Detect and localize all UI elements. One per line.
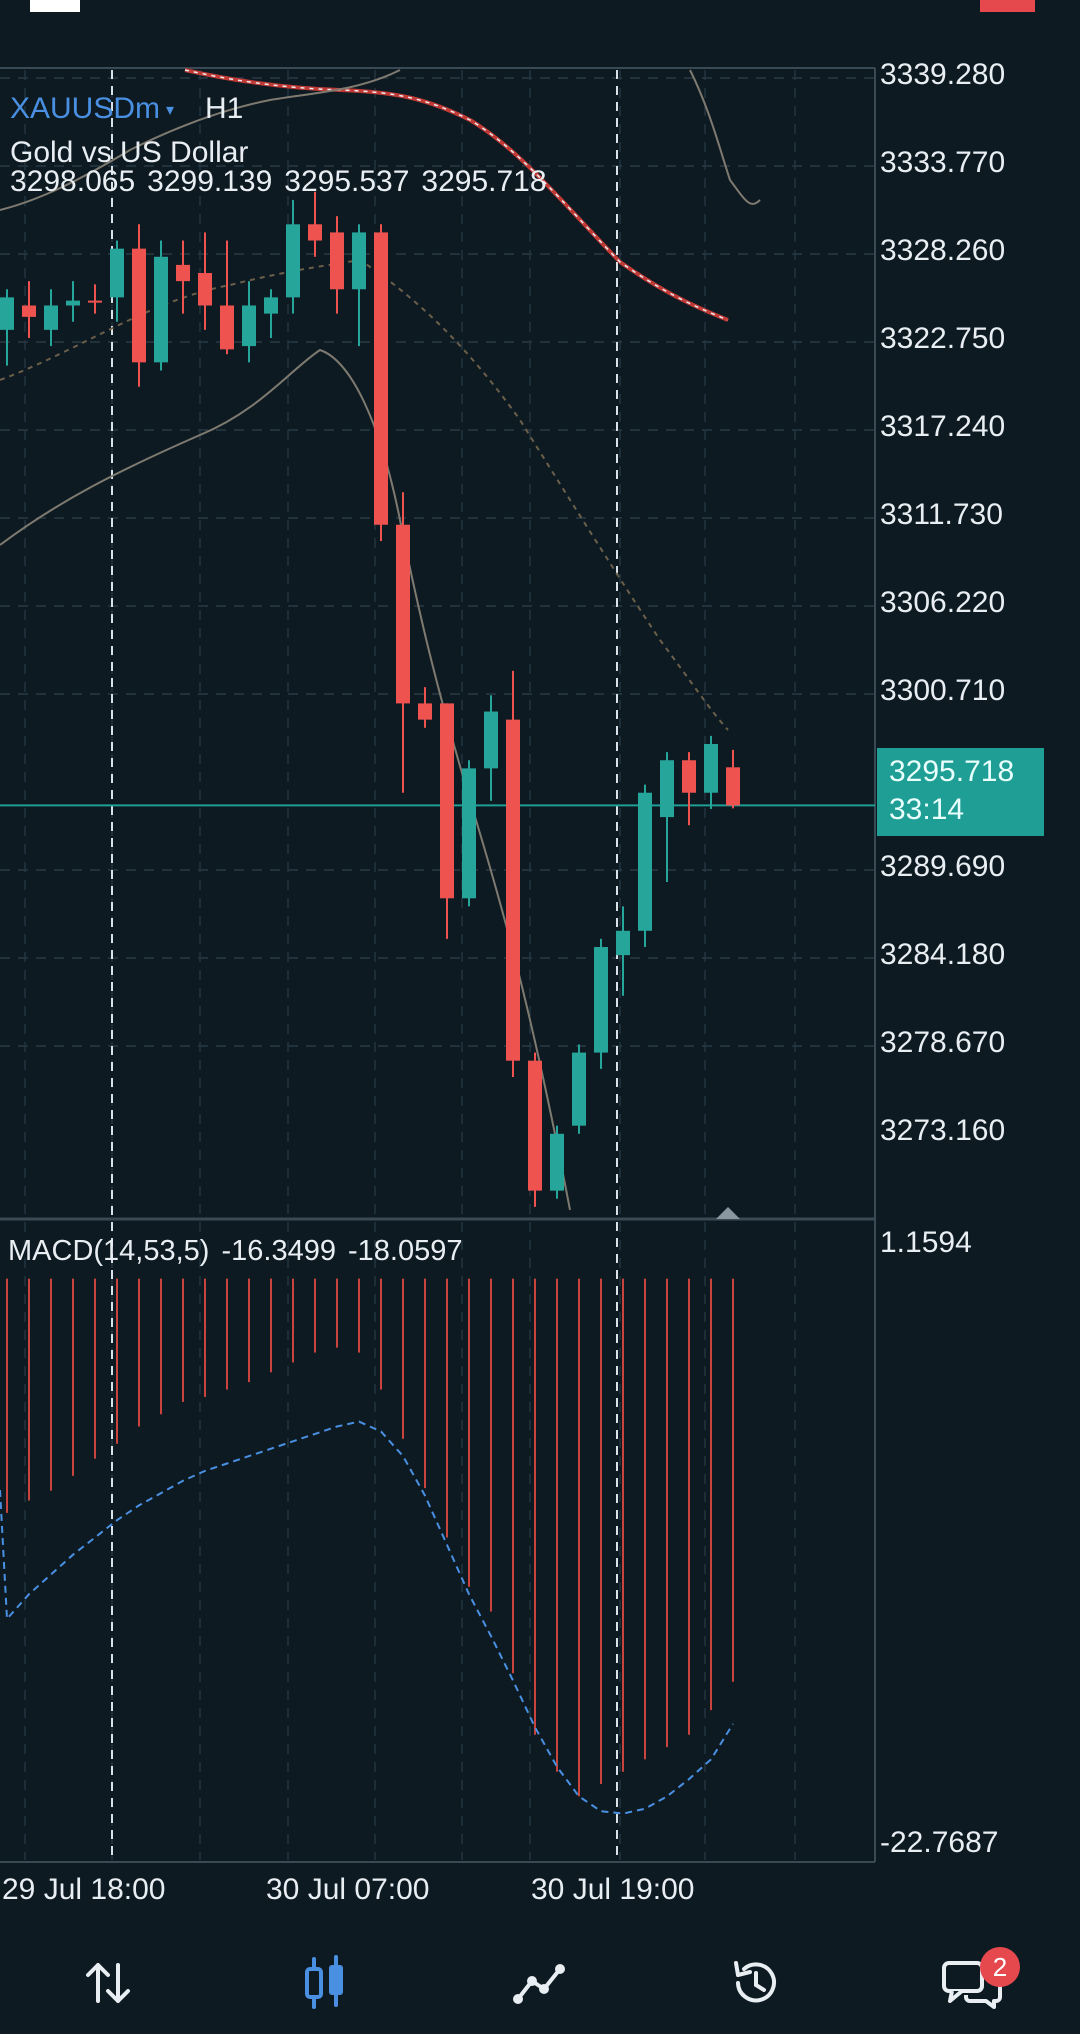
price-axis-label: 3339.280	[880, 58, 1006, 91]
candle-body	[242, 305, 256, 347]
candle-body	[528, 1060, 542, 1191]
candle-body	[264, 297, 278, 314]
lower-band-line	[0, 348, 571, 1211]
candle-body	[352, 232, 366, 290]
candle-body	[572, 1052, 586, 1126]
candle-body	[440, 703, 454, 899]
candle-body	[110, 248, 124, 298]
macd-signal-line	[0, 1420, 734, 1815]
dropdown-arrow-icon[interactable]: ▾	[166, 102, 175, 120]
macd-layer	[0, 1278, 734, 1815]
upper-band-dots	[184, 69, 729, 321]
macd-axis-top: 1.1594	[880, 1226, 972, 1259]
price-axis-label: 3333.770	[880, 146, 1006, 179]
nav-messages[interactable]: 2	[932, 1947, 1020, 2015]
toolbar-fragment-right[interactable]	[980, 0, 1035, 12]
price-axis-label: 3311.730	[880, 498, 1003, 531]
ohlc-open: 3298.065	[10, 165, 136, 198]
upper-envelope-line	[0, 69, 401, 211]
candle-body	[330, 232, 344, 290]
candle-body	[44, 305, 58, 330]
bottom-navigation: 2	[0, 1935, 1080, 2034]
ohlc-low: 3295.537	[284, 165, 410, 198]
chart-grid	[0, 67, 876, 1863]
macd-signal-value: -18.0597	[347, 1235, 463, 1267]
candle-body	[308, 224, 322, 241]
macd-axis-bottom: -22.7687	[880, 1826, 999, 1859]
price-axis-label: 3284.180	[880, 938, 1006, 971]
time-axis-label: 30 Jul 07:00	[266, 1873, 430, 1906]
candle-body	[506, 719, 520, 1061]
unread-badge: 2	[980, 1947, 1020, 1987]
symbol-selector[interactable]: XAUUSDm ▾	[10, 92, 180, 126]
ohlc-high: 3299.139	[147, 165, 273, 198]
timeframe[interactable]: H1	[205, 92, 244, 125]
candle-body	[638, 792, 652, 931]
nav-chart[interactable]	[284, 1955, 364, 2015]
history-icon	[734, 1961, 776, 2003]
bollinger-bands	[0, 68, 875, 1211]
candle-body	[704, 744, 718, 793]
candle-body	[198, 273, 212, 306]
candle-body	[418, 703, 432, 720]
candle-body	[132, 248, 146, 363]
arrows-up-down-icon	[86, 1963, 130, 2003]
candle-body	[286, 224, 300, 298]
candle-body	[88, 300, 102, 303]
nav-trade[interactable]	[500, 1955, 580, 2015]
candle-body	[176, 264, 190, 282]
ohlc-close: 3295.718	[421, 165, 547, 198]
candle-body	[22, 305, 36, 317]
candle-body	[374, 232, 388, 525]
price-axis-label: 3328.260	[880, 234, 1006, 267]
price-axis-label: 3317.240	[880, 410, 1006, 443]
candle-body	[660, 760, 674, 818]
candle-body	[396, 524, 410, 704]
candle-body	[66, 300, 80, 306]
candles-layer	[0, 191, 740, 1207]
candlestick-icon	[305, 1955, 343, 2009]
bar-countdown: 33:14	[889, 793, 965, 826]
pane-resize-handle	[716, 1207, 740, 1219]
candle-body	[484, 711, 498, 769]
symbol-description: Gold vs US Dollar	[10, 136, 249, 169]
candle-body	[550, 1133, 564, 1191]
price-axis-label: 3300.710	[880, 674, 1006, 707]
candle-body	[594, 947, 608, 1053]
toolbar-fragment-left[interactable]	[30, 0, 80, 12]
price-axis-label: 3322.750	[880, 322, 1006, 355]
current-price-value: 3295.718	[889, 755, 1015, 788]
chart-canvas[interactable]	[0, 0, 1080, 1935]
trend-line-icon	[513, 1964, 565, 2004]
nav-history[interactable]	[716, 1955, 796, 2015]
price-axis-label: 3278.670	[880, 1026, 1006, 1059]
candle-body	[220, 305, 234, 350]
price-axis-label: 3289.690	[880, 850, 1006, 883]
price-axis-label: 3306.220	[880, 586, 1006, 619]
time-axis-label: 29 Jul 18:00	[2, 1873, 166, 1906]
macd-name: MACD(14,53,5)	[8, 1235, 210, 1267]
macd-legend[interactable]: MACD(14,53,5) -16.3499 -18.0597	[8, 1235, 474, 1268]
candle-body	[462, 768, 476, 899]
macd-main-value: -16.3499	[221, 1235, 336, 1267]
middle-band-line	[0, 258, 729, 731]
current-price-badge: 3295.718 33:14	[877, 748, 1044, 836]
candle-body	[682, 760, 696, 793]
candle-body	[0, 297, 14, 330]
upper-envelope-right	[689, 69, 761, 205]
candle-body	[616, 930, 630, 956]
candle-body	[726, 767, 740, 806]
price-axis-label: 3273.160	[880, 1114, 1006, 1147]
candle-body	[154, 256, 168, 363]
nav-quotes[interactable]	[68, 1955, 148, 2015]
symbol-name[interactable]: XAUUSDm	[10, 92, 161, 125]
ohlc-readout: 3298.065 3299.139 3295.537 3295.718	[10, 165, 559, 199]
time-axis-label: 30 Jul 19:00	[531, 1873, 695, 1906]
